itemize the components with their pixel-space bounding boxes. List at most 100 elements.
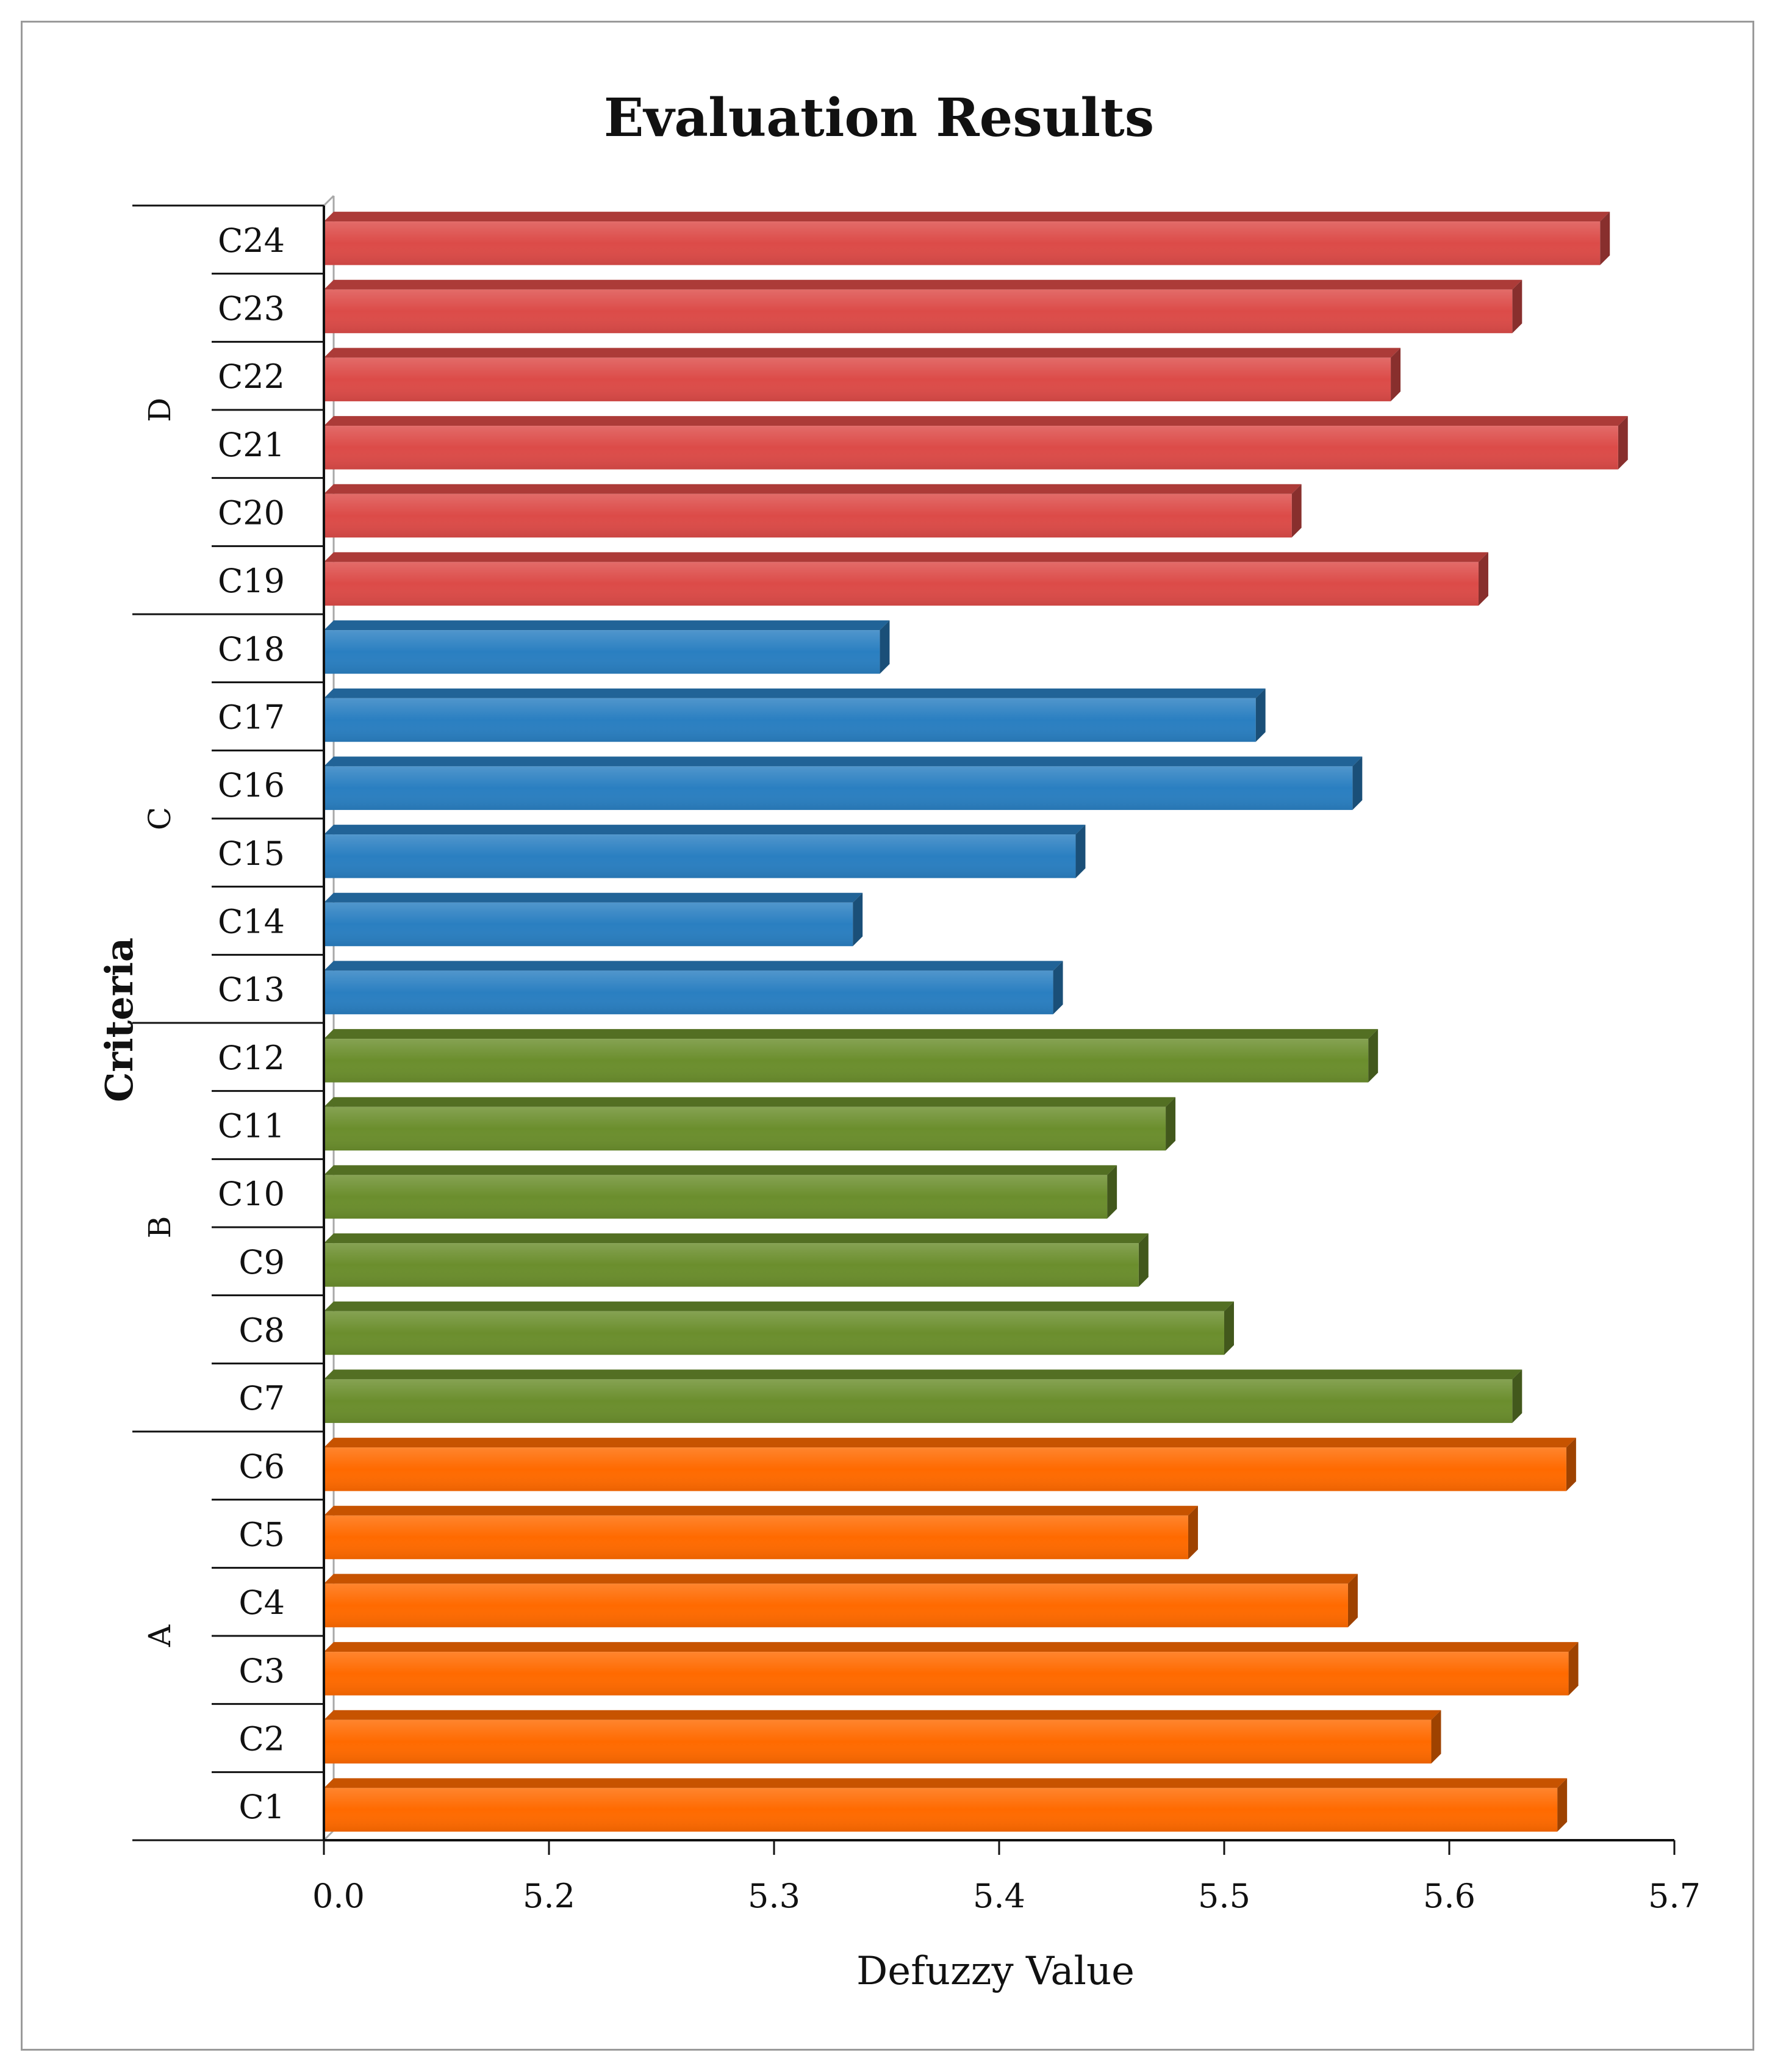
bar-highlight [324, 1788, 1558, 1832]
bar-C20 [324, 484, 1302, 538]
bar-highlight [324, 289, 1513, 334]
bar-highlight [324, 1515, 1188, 1560]
bar-highlight [324, 902, 853, 947]
y-tick-label: C23 [218, 290, 285, 328]
y-tick-label: C8 [238, 1311, 285, 1350]
bar-highlight [324, 221, 1601, 265]
bar-highlight [324, 970, 1053, 1014]
bar-C23 [324, 279, 1522, 334]
bar-side-face [1568, 1642, 1579, 1696]
bar-side-face [1255, 688, 1266, 742]
bar-C18 [324, 620, 890, 674]
y-tick-label: C10 [218, 1175, 285, 1213]
y-tick-label: C6 [238, 1447, 285, 1486]
group-label-C: C [142, 807, 178, 830]
bar-top-face [324, 1029, 1379, 1039]
bar-C24 [324, 212, 1610, 265]
bar-C7 [324, 1369, 1522, 1423]
bar-side-face [1224, 1301, 1234, 1355]
y-tick-label: C2 [238, 1720, 285, 1758]
bar-highlight [324, 493, 1292, 538]
bar-top-face [324, 1097, 1176, 1107]
y-tick-label: C9 [238, 1243, 285, 1282]
y-tick-label: C18 [218, 630, 285, 669]
bar-C5 [324, 1505, 1198, 1560]
y-tick-label: C13 [218, 970, 285, 1009]
bar-highlight [324, 766, 1353, 810]
y-tick-label: C21 [218, 426, 285, 464]
bar-top-face [324, 1710, 1441, 1720]
bar-C14 [324, 892, 863, 947]
bar-highlight [324, 1175, 1108, 1219]
y-tick-label: C17 [218, 698, 285, 737]
bar-top-face [324, 416, 1628, 426]
bar-highlight [324, 357, 1391, 401]
chart-frame: Evaluation Results Criteria Defuzzy Valu… [21, 21, 1754, 2051]
x-tick-label: 5.3 [748, 1877, 800, 1915]
bar-side-face [1566, 1438, 1576, 1491]
x-tick-label: 5.5 [1198, 1877, 1250, 1915]
bar-C17 [324, 688, 1266, 742]
bar-C1 [324, 1778, 1568, 1832]
y-tick-label: C20 [218, 494, 285, 532]
y-tick-label: C16 [218, 766, 285, 805]
bar-highlight [324, 1652, 1569, 1696]
bar-highlight [324, 698, 1256, 742]
bar-top-face [324, 1505, 1198, 1516]
bar-side-face [1391, 348, 1401, 401]
bar-side-face [1352, 756, 1363, 810]
bar-top-face [324, 279, 1522, 290]
bar-top-face [324, 484, 1302, 494]
bar-C4 [324, 1574, 1358, 1627]
bar-top-face [324, 1301, 1234, 1311]
bar-highlight [324, 1039, 1369, 1083]
bar-side-face [1291, 484, 1302, 538]
bar-C10 [324, 1165, 1117, 1219]
top-depth-line [323, 195, 335, 207]
bar-side-face [1512, 279, 1522, 334]
y-axis-title: Criteria [97, 937, 142, 1102]
y-tick-label: C4 [238, 1583, 285, 1622]
bar-top-face [324, 1642, 1579, 1652]
bar-top-face [324, 892, 863, 903]
y-tick-label: C19 [218, 562, 285, 600]
y-tick-label: C15 [218, 834, 285, 873]
bar-top-face [324, 1165, 1117, 1175]
y-tick-label: C3 [238, 1652, 285, 1690]
bar-C2 [324, 1710, 1441, 1764]
bar-side-face [1053, 961, 1063, 1014]
bar-top-face [324, 620, 890, 631]
y-tick-label: C11 [218, 1107, 285, 1145]
x-tick-label: 5.4 [973, 1877, 1025, 1915]
bar-C13 [324, 961, 1063, 1014]
bar-top-face [324, 1574, 1358, 1584]
bar-C21 [324, 416, 1628, 470]
bar-C8 [324, 1301, 1234, 1355]
group-label-B: B [142, 1216, 178, 1239]
bar-C3 [324, 1642, 1579, 1696]
bar-side-face [1347, 1574, 1358, 1627]
bar-side-face [1618, 416, 1628, 470]
y-tick-label: C5 [238, 1516, 285, 1554]
bar-side-face [1138, 1233, 1149, 1287]
bar-highlight [324, 1243, 1139, 1287]
bar-side-face [1188, 1505, 1198, 1560]
floor-depth-line [323, 1829, 335, 1841]
bar-C19 [324, 552, 1488, 606]
bar-top-face [324, 1369, 1522, 1380]
bar-highlight [324, 1447, 1566, 1491]
bar-C16 [324, 756, 1363, 810]
bar-highlight [324, 1719, 1432, 1764]
bar-side-face [1107, 1165, 1117, 1219]
x-tick-label: 5.6 [1423, 1877, 1476, 1915]
bar-C6 [324, 1438, 1576, 1491]
bar-highlight [324, 834, 1076, 878]
bar-top-face [324, 961, 1063, 971]
plot-area: C1 C2 C3 C4 C5 C6 C7 C8 C9 C10 C11 C12 C13 C14 C15 C16 C… [132, 195, 1701, 1915]
bar-side-face [1166, 1097, 1176, 1151]
y-tick-label: C22 [218, 357, 285, 396]
bar-side-face [1368, 1029, 1379, 1083]
bar-side-face [1478, 552, 1488, 606]
bar-top-face [324, 552, 1488, 562]
chart-title: Evaluation Results [604, 87, 1154, 149]
